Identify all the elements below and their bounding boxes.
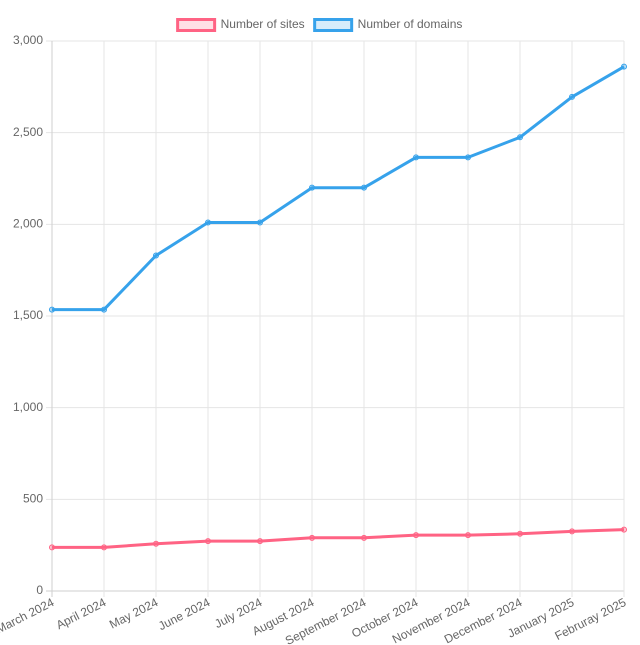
data-point[interactable] <box>569 528 575 535</box>
data-point[interactable] <box>465 154 471 161</box>
data-point[interactable] <box>205 219 211 226</box>
data-point[interactable] <box>309 184 315 191</box>
data-point[interactable] <box>309 534 315 541</box>
legend-item[interactable]: Number of domains <box>313 17 463 32</box>
y-tick-label: 0 <box>36 583 43 597</box>
data-point[interactable] <box>153 540 159 547</box>
data-point[interactable] <box>205 538 211 545</box>
legend-label: Number of domains <box>358 17 463 31</box>
series-layer <box>49 63 627 551</box>
y-tick-label: 2,000 <box>13 217 43 231</box>
y-tick-label: 500 <box>23 492 43 506</box>
y-tick-label: 2,500 <box>13 125 43 139</box>
y-axis: 0 500 1,000 1,500 2,000 2,500 3,000 <box>13 33 43 597</box>
y-tick-label: 3,000 <box>13 33 43 47</box>
legend-swatch <box>176 18 217 32</box>
data-point[interactable] <box>361 534 367 541</box>
x-tick-label: June 2024 <box>156 595 213 633</box>
data-point[interactable] <box>361 184 367 191</box>
data-point[interactable] <box>517 530 523 537</box>
data-point[interactable] <box>49 544 55 551</box>
legend: Number of sites Number of domains <box>176 17 463 32</box>
x-tick-label: April 2024 <box>54 595 109 632</box>
data-point[interactable] <box>621 63 627 70</box>
data-point[interactable] <box>413 154 419 161</box>
data-point[interactable] <box>569 93 575 100</box>
data-point[interactable] <box>101 544 107 551</box>
legend-swatch <box>313 18 354 32</box>
series-line <box>52 528 625 549</box>
data-point[interactable] <box>257 538 263 545</box>
legend-item[interactable]: Number of sites <box>176 17 305 32</box>
data-point[interactable] <box>465 532 471 539</box>
grid <box>46 40 625 597</box>
data-point[interactable] <box>153 252 159 259</box>
data-point[interactable] <box>49 306 55 313</box>
data-point[interactable] <box>413 532 419 539</box>
y-tick-label: 1,500 <box>13 308 43 322</box>
data-point[interactable] <box>621 526 627 533</box>
legend-label: Number of sites <box>221 17 305 31</box>
y-tick-label: 1,000 <box>13 400 43 414</box>
data-point[interactable] <box>101 306 107 313</box>
data-point[interactable] <box>257 219 263 226</box>
data-point[interactable] <box>517 134 523 141</box>
x-tick-label: May 2024 <box>107 595 161 632</box>
x-tick-label: March 2024 <box>0 595 57 636</box>
series-line <box>52 65 625 312</box>
